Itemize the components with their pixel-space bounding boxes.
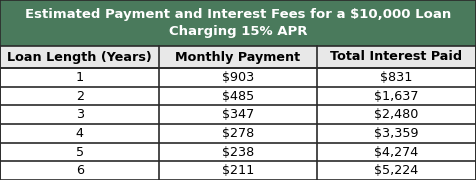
Text: $5,224: $5,224 — [374, 164, 418, 177]
Text: Estimated Payment and Interest Fees for a $10,000 Loan
Charging 15% APR: Estimated Payment and Interest Fees for … — [25, 8, 451, 38]
Text: $831: $831 — [380, 71, 413, 84]
Bar — [0, 105, 476, 124]
Text: $211: $211 — [222, 164, 254, 177]
Text: Total Interest Paid: Total Interest Paid — [330, 51, 462, 64]
Text: 5: 5 — [76, 145, 84, 159]
Text: $903: $903 — [222, 71, 254, 84]
Text: $278: $278 — [222, 127, 254, 140]
Text: $1,637: $1,637 — [374, 89, 418, 102]
Text: 1: 1 — [76, 71, 84, 84]
Bar — [0, 124, 476, 143]
Text: $485: $485 — [222, 89, 254, 102]
Bar — [0, 46, 476, 68]
Text: $238: $238 — [222, 145, 254, 159]
Text: 3: 3 — [76, 108, 84, 121]
Text: $3,359: $3,359 — [374, 127, 418, 140]
Bar — [0, 68, 476, 87]
Bar — [0, 0, 476, 46]
Text: $2,480: $2,480 — [374, 108, 418, 121]
Bar — [0, 87, 476, 105]
Text: Loan Length (Years): Loan Length (Years) — [7, 51, 152, 64]
Text: Monthly Payment: Monthly Payment — [176, 51, 300, 64]
Bar — [0, 143, 476, 161]
Text: $347: $347 — [222, 108, 254, 121]
Text: 4: 4 — [76, 127, 84, 140]
Text: 6: 6 — [76, 164, 84, 177]
Text: 2: 2 — [76, 89, 84, 102]
Text: $4,274: $4,274 — [374, 145, 418, 159]
Bar — [0, 161, 476, 180]
